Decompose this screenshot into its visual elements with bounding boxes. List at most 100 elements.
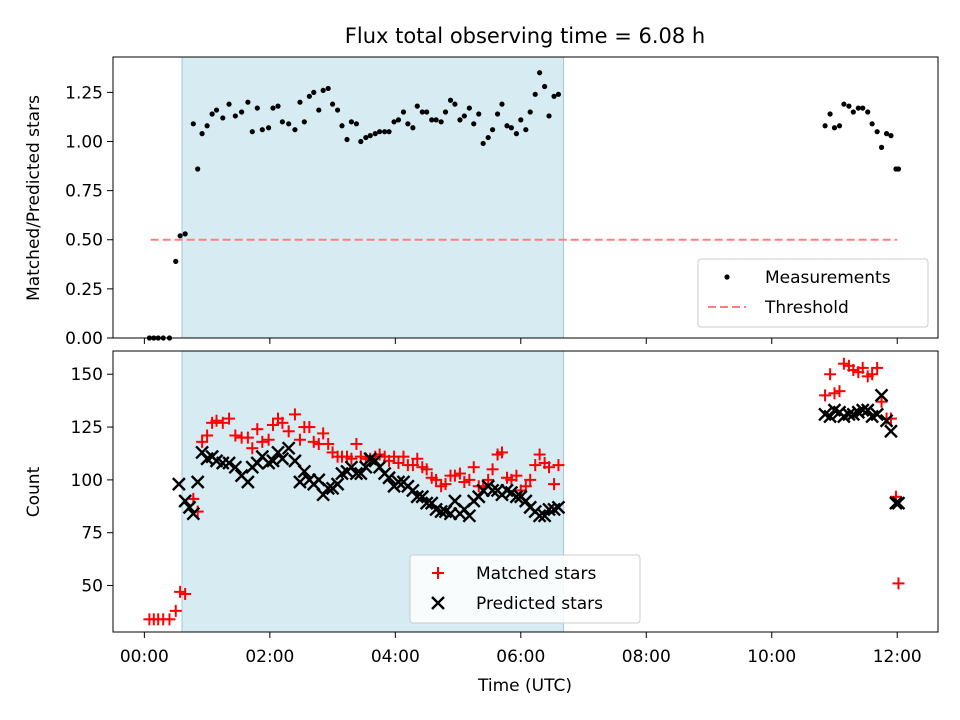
predicted-star-marker-b <box>855 403 870 418</box>
predicted-star-point <box>349 466 364 481</box>
matched-star-point <box>543 461 556 474</box>
predicted-star-point <box>537 508 552 523</box>
matched-star-point <box>229 429 242 442</box>
matched-star-point <box>463 473 476 486</box>
measurement-point <box>316 107 322 113</box>
predicted-star-marker-b <box>391 475 406 489</box>
matched-star-point <box>529 459 542 472</box>
measurement-point <box>358 138 364 145</box>
predicted-star-marker-b <box>415 489 430 504</box>
predicted-star-marker-b <box>889 496 903 510</box>
measurement-point <box>850 109 856 115</box>
predicted-star-marker-b <box>382 470 396 485</box>
measurement-point <box>339 123 345 129</box>
measurement-point <box>827 111 833 117</box>
predicted-star-point <box>178 494 192 508</box>
measurement-point <box>461 113 467 119</box>
measurement-point <box>508 125 514 131</box>
predicted-star-point <box>275 451 290 466</box>
measurement-point <box>177 233 183 239</box>
predicted-star-point <box>485 483 500 498</box>
predicted-star-marker-b <box>518 494 533 508</box>
measurement-point <box>232 113 238 119</box>
measurement-point <box>874 129 880 135</box>
predicted-star-point <box>190 475 205 489</box>
measurement-point <box>499 101 505 107</box>
predicted-legend-label: Predicted stars <box>476 594 603 614</box>
predicted-star-marker-b <box>275 451 290 466</box>
ratio-y-tick-label: 0.25 <box>65 280 103 300</box>
matched-star-point <box>282 425 295 438</box>
measurements-legend-label: Measurements <box>765 268 891 288</box>
x-tick-label: 12:00 <box>873 647 922 667</box>
ratio-panel-legend: Measurements Threshold <box>697 258 929 328</box>
predicted-star-point <box>391 475 406 489</box>
matched-star-point <box>524 473 537 486</box>
ratio-panel-y-axis-label: Matched/Predicted stars <box>24 95 44 301</box>
measurement-point <box>869 121 875 127</box>
predicted-star-point <box>532 508 547 523</box>
predicted-star-point <box>321 481 336 496</box>
predicted-star-marker-b <box>358 460 373 475</box>
measurement-point <box>173 258 179 264</box>
measurement-point <box>275 103 281 109</box>
measurement-point <box>480 140 486 147</box>
x-tick-label: 06:00 <box>496 647 545 667</box>
matched-star-point <box>453 467 466 480</box>
measurement-point <box>405 121 411 127</box>
measurement-point <box>279 119 285 125</box>
measurement-point <box>841 101 847 107</box>
predicted-star-marker-b <box>190 475 205 489</box>
matched-star-point <box>871 361 884 374</box>
x-tick-label: 00:00 <box>120 647 169 667</box>
predicted-star-point <box>215 456 230 470</box>
measurement-point <box>249 129 255 135</box>
measurement-point <box>485 134 491 141</box>
matched-star-point <box>322 437 335 450</box>
matched-star-point <box>884 412 897 425</box>
measurement-point <box>377 129 383 135</box>
predicted-star-marker-b <box>281 441 296 456</box>
ratio-y-tick-label: 0.50 <box>65 231 103 251</box>
predicted-star-point <box>884 424 898 439</box>
matched-star-point <box>350 437 363 450</box>
measurement-point <box>391 119 397 125</box>
measurement-point <box>182 231 188 237</box>
predicted-star-point <box>860 403 875 418</box>
predicted-star-point <box>297 464 312 479</box>
x-tick-label: 08:00 <box>622 647 671 667</box>
predicted-star-marker-b <box>182 500 197 515</box>
matched-star-point <box>467 461 480 474</box>
matched-star-point <box>824 368 837 381</box>
measurement-point <box>433 117 439 123</box>
count-panel-frame <box>112 350 939 633</box>
measurement-point <box>831 125 838 131</box>
predicted-star-marker-b <box>537 508 552 523</box>
predicted-star-marker-b <box>172 477 186 491</box>
measurement-point <box>286 121 292 127</box>
measurement-point <box>424 109 430 115</box>
predicted-star-marker-b <box>823 409 837 424</box>
count-panel-y-axis-label: Count <box>24 466 44 517</box>
matched-star-point <box>866 368 879 381</box>
matched-star-point <box>430 473 443 486</box>
measurement-point <box>429 117 435 123</box>
measurement-point <box>489 127 496 133</box>
chart-title: Flux total observing time = 6.08 h <box>345 24 705 48</box>
matched-star-point <box>345 452 358 465</box>
measurement-point <box>239 109 245 115</box>
predicted-star-point <box>823 409 837 424</box>
matched-star-point <box>875 395 888 408</box>
matched-star-point <box>439 478 452 491</box>
matched-star-point <box>216 416 229 429</box>
matched-star-point <box>201 429 214 442</box>
measurement-point <box>442 109 449 115</box>
matched-star-point <box>495 446 508 459</box>
measurement-point <box>270 105 276 111</box>
count-y-tick-label: 125 <box>71 418 103 438</box>
predicted-star-marker-b <box>509 489 524 504</box>
predicted-star-point <box>330 477 345 491</box>
predicted-star-marker-b <box>234 468 249 483</box>
matched-star-point <box>448 469 461 482</box>
predicted-star-marker-b <box>222 456 236 470</box>
